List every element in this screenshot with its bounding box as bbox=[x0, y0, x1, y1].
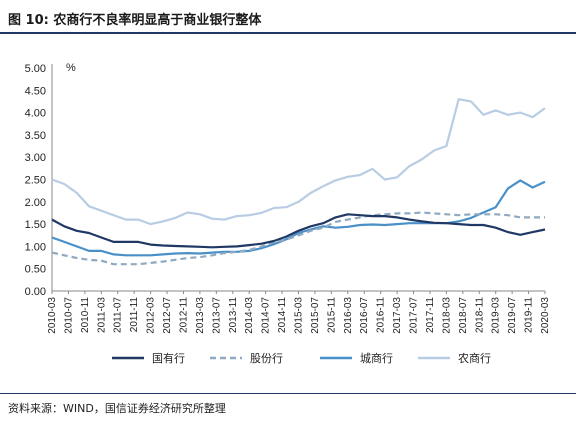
y-tick-label: 3.50 bbox=[25, 130, 46, 142]
x-tick-label: 2016-11 bbox=[376, 297, 387, 333]
x-tick-label: 2019-03 bbox=[491, 297, 502, 334]
x-tick-label: 2012-11 bbox=[178, 297, 189, 333]
y-tick-label: 0.00 bbox=[25, 286, 46, 298]
x-tick-label: 2018-11 bbox=[474, 297, 485, 333]
y-tick-label: 2.50 bbox=[25, 175, 46, 187]
x-tick-label: 2012-07 bbox=[162, 297, 173, 334]
figure-title: 图 10: 农商行不良率明显高于商业银行整体 bbox=[8, 13, 262, 28]
legend-label: 股份行 bbox=[250, 352, 283, 365]
y-unit-label: % bbox=[66, 62, 76, 74]
x-tick-label: 2017-07 bbox=[409, 297, 420, 334]
x-tick-label: 2015-03 bbox=[294, 297, 305, 334]
source-note: 资料来源：WIND，国信证券经济研究所整理 bbox=[8, 402, 226, 415]
x-tick-label: 2016-03 bbox=[343, 297, 354, 334]
x-tick-label: 2017-03 bbox=[392, 297, 403, 334]
y-tick-label: 0.50 bbox=[25, 264, 46, 276]
x-tick-label: 2014-07 bbox=[261, 297, 272, 334]
line-chart: % 5.00 4.50 4.00 3.50 3.00 2.50 2.00 1.50 1.00 0.… bbox=[25, 62, 551, 365]
x-tick-label: 2010-03 bbox=[47, 297, 58, 334]
x-tick-label: 2013-07 bbox=[211, 297, 222, 334]
x-tick-label: 2010-07 bbox=[63, 297, 74, 334]
x-tick-label: 2011-07 bbox=[113, 297, 124, 333]
x-tick-label: 2014-03 bbox=[244, 297, 255, 334]
x-tick-label: 2015-11 bbox=[326, 297, 337, 333]
y-tick-label: 5.00 bbox=[25, 63, 46, 75]
x-tick-label: 2010-11 bbox=[80, 297, 91, 333]
footer-divider bbox=[0, 393, 576, 394]
x-tick-label: 2020-03 bbox=[540, 297, 551, 334]
x-tick-label: 2014-11 bbox=[277, 297, 288, 333]
x-tick-label: 2018-07 bbox=[458, 297, 469, 334]
legend-label: 国有行 bbox=[152, 351, 185, 365]
series-line-0 bbox=[51, 213, 546, 249]
figure-header: 图 10: 农商行不良率明显高于商业银行整体 bbox=[0, 0, 576, 32]
legend-label: 农商行 bbox=[458, 351, 491, 365]
x-tick-label: 2018-03 bbox=[441, 297, 452, 334]
y-tick-label: 1.50 bbox=[25, 219, 46, 231]
x-tick-label: 2019-07 bbox=[507, 297, 518, 334]
title-divider bbox=[0, 32, 576, 34]
series-line-3 bbox=[51, 98, 546, 226]
x-tick-label: 2012-03 bbox=[146, 297, 157, 334]
y-tick-label: 2.00 bbox=[25, 197, 46, 209]
series-line-1 bbox=[51, 211, 545, 266]
y-tick-label: 3.00 bbox=[25, 152, 46, 164]
x-tick-label: 2019-11 bbox=[524, 297, 535, 333]
y-tick-label: 4.00 bbox=[25, 108, 46, 120]
x-tick-label: 2011-11 bbox=[129, 297, 140, 333]
x-tick-label: 2016-07 bbox=[359, 297, 370, 334]
x-tick-label: 2011-03 bbox=[96, 297, 107, 333]
series-line-2 bbox=[51, 179, 546, 257]
y-tick-label: 4.50 bbox=[25, 85, 46, 97]
x-tick-label: 2013-11 bbox=[228, 297, 239, 333]
y-tick-label: 1.00 bbox=[25, 241, 46, 253]
legend-label: 城商行 bbox=[360, 351, 393, 365]
x-tick-label: 2013-03 bbox=[195, 297, 206, 334]
x-tick-label: 2017-11 bbox=[425, 297, 436, 333]
x-tick-label: 2015-07 bbox=[310, 297, 321, 334]
